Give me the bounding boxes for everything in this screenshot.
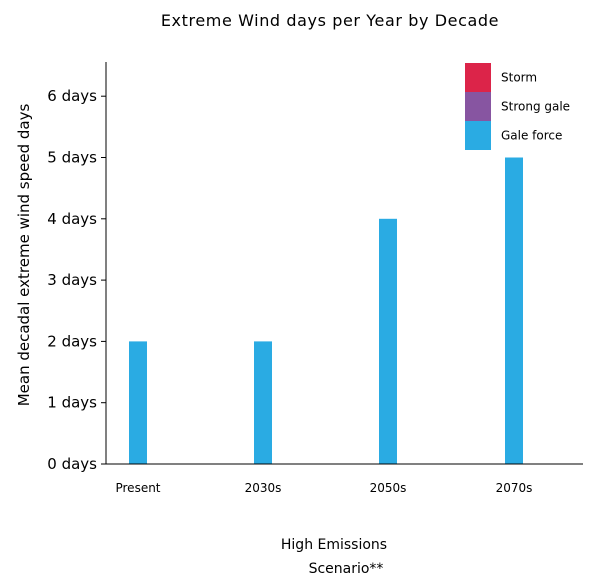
y-tick-label: 0 days (47, 455, 97, 473)
x-tick-label: Present (115, 481, 160, 495)
y-tick-label: 2 days (47, 332, 97, 350)
legend: Storm Strong gale Gale force (465, 63, 570, 150)
legend-label: Strong gale (501, 100, 570, 114)
bars-group (129, 157, 523, 464)
y-axis-ticks: 0 days 1 days 2 days 3 days 4 days 5 days 6 da… (47, 87, 106, 473)
x-axis-label-line-2: Scenario** (309, 561, 384, 575)
legend-swatch (465, 121, 491, 150)
legend-swatch (465, 63, 491, 92)
bar-gale-force (505, 157, 523, 464)
x-axis-label-line-1: High Emissions (281, 537, 387, 553)
bar-gale-force (379, 218, 397, 464)
x-tick-label: 2070s (496, 481, 533, 495)
y-axis-label: Mean decadal extreme wind speed days (15, 104, 33, 407)
legend-label: Storm (501, 71, 537, 85)
y-tick-label: 5 days (47, 149, 97, 167)
y-tick-label: 3 days (47, 271, 97, 289)
legend-swatch (465, 92, 491, 121)
x-axis-ticks: Present 2030s 2050s 2070s (115, 481, 532, 495)
y-tick-label: 4 days (47, 210, 97, 228)
bar-gale-force (254, 341, 272, 464)
x-tick-label: 2050s (370, 481, 407, 495)
x-tick-label: 2030s (245, 481, 282, 495)
y-tick-label: 1 days (47, 394, 97, 412)
legend-label: Gale force (501, 129, 562, 143)
chart-title: Extreme Wind days per Year by Decade (161, 11, 499, 30)
bar-gale-force (129, 341, 147, 464)
y-tick-label: 6 days (47, 87, 97, 105)
